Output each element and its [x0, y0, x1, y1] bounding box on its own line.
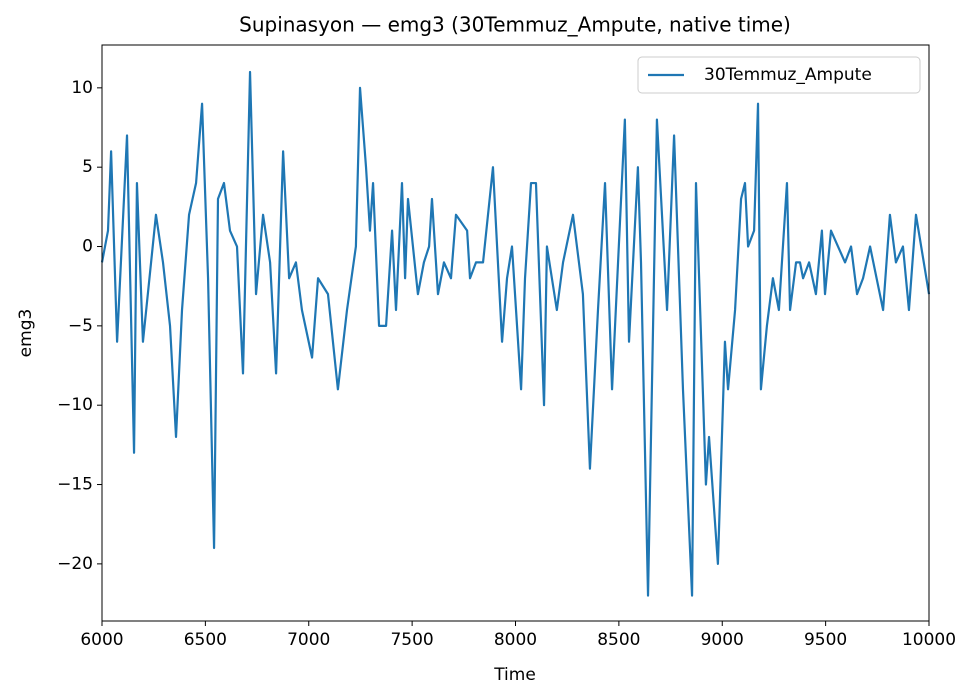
y-tick-label: −5: [68, 316, 93, 336]
x-tick-label: 6500: [184, 630, 227, 650]
y-tick-label: 10: [71, 78, 93, 98]
chart-title: Supinasyon — emg3 (30Temmuz_Ampute, nati…: [239, 13, 791, 37]
x-tick-label: 9500: [804, 630, 847, 650]
x-tick-label: 7500: [390, 630, 433, 650]
legend-label: 30Temmuz_Ampute: [704, 65, 872, 85]
x-tick-label: 10000: [902, 630, 956, 650]
plot-frame: [101, 44, 930, 622]
y-tick-label: −20: [57, 554, 93, 574]
y-tick-label: 0: [82, 237, 93, 257]
x-tick-label: 9000: [701, 630, 744, 650]
legend-box: [637, 56, 921, 94]
y-tick-label: −15: [57, 475, 93, 495]
x-tick-label: 7000: [287, 630, 330, 650]
x-axis-label: Time: [493, 665, 536, 685]
x-tick-label: 6000: [80, 630, 123, 650]
x-tick-label: 8500: [597, 630, 640, 650]
data-line: [100, 70, 931, 597]
y-tick-label: 5: [82, 157, 93, 177]
y-axis-label: emg3: [16, 309, 36, 358]
x-tick-label: 8000: [494, 630, 537, 650]
y-tick-label: −10: [57, 395, 93, 415]
